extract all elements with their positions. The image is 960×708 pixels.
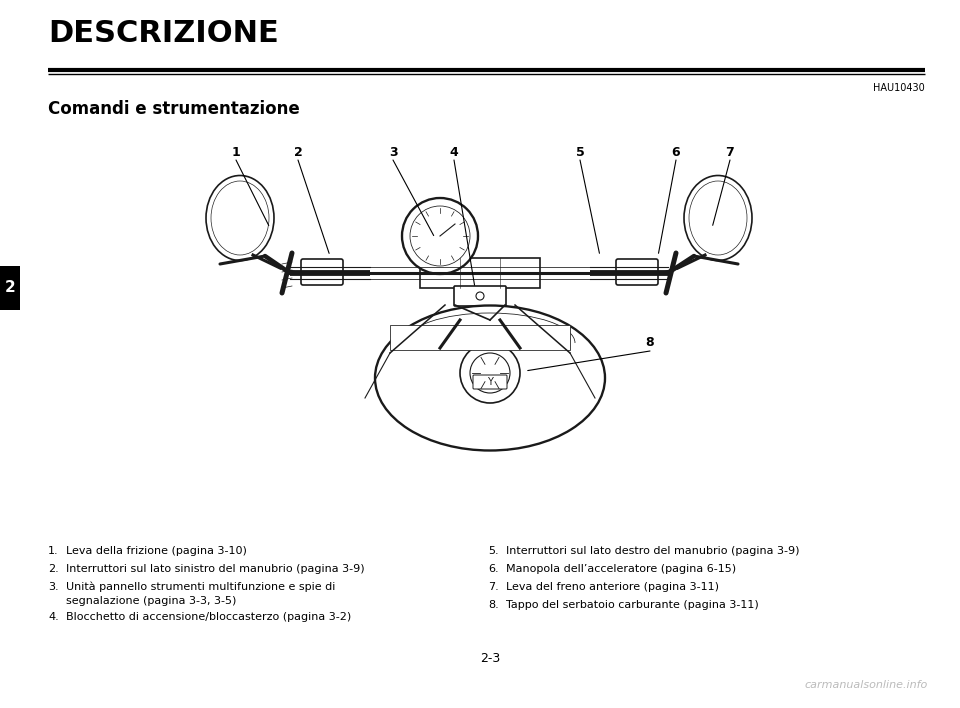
Ellipse shape [206, 176, 274, 261]
Circle shape [410, 206, 470, 266]
Text: 2-3: 2-3 [480, 651, 500, 665]
Text: 1: 1 [231, 146, 240, 159]
Text: Unità pannello strumenti multifunzione e spie di: Unità pannello strumenti multifunzione e… [66, 582, 335, 593]
Text: 7.: 7. [488, 582, 499, 592]
Text: 2.: 2. [48, 564, 59, 574]
Text: DESCRIZIONE: DESCRIZIONE [48, 19, 278, 48]
Circle shape [402, 198, 478, 274]
Text: 8.: 8. [488, 600, 499, 610]
Text: Interruttori sul lato destro del manubrio (pagina 3-9): Interruttori sul lato destro del manubri… [506, 546, 800, 556]
Circle shape [470, 353, 510, 393]
Text: Manopola dell’acceleratore (pagina 6-15): Manopola dell’acceleratore (pagina 6-15) [506, 564, 736, 574]
Circle shape [476, 292, 484, 300]
Text: Y: Y [487, 377, 492, 387]
Text: 1.: 1. [48, 546, 59, 556]
Text: 4: 4 [449, 146, 458, 159]
Text: 7: 7 [726, 146, 734, 159]
Text: Interruttori sul lato sinistro del manubrio (pagina 3-9): Interruttori sul lato sinistro del manub… [66, 564, 365, 574]
FancyBboxPatch shape [420, 258, 540, 288]
Text: 4.: 4. [48, 612, 59, 622]
FancyBboxPatch shape [473, 375, 507, 389]
Ellipse shape [211, 181, 269, 255]
Text: 5: 5 [576, 146, 585, 159]
Text: HAU10430: HAU10430 [874, 83, 925, 93]
Text: 3.: 3. [48, 582, 59, 592]
FancyBboxPatch shape [301, 259, 343, 285]
FancyBboxPatch shape [454, 286, 506, 306]
Text: 3: 3 [389, 146, 397, 159]
Circle shape [460, 343, 520, 403]
Text: 8: 8 [646, 336, 655, 350]
Text: 6: 6 [672, 146, 681, 159]
Text: 2: 2 [294, 146, 302, 159]
Text: 2: 2 [5, 280, 15, 295]
FancyBboxPatch shape [0, 266, 20, 310]
FancyBboxPatch shape [616, 259, 658, 285]
Text: Tappo del serbatoio carburante (pagina 3-11): Tappo del serbatoio carburante (pagina 3… [506, 600, 758, 610]
Ellipse shape [689, 181, 747, 255]
Ellipse shape [375, 305, 605, 450]
Text: Leva del freno anteriore (pagina 3-11): Leva del freno anteriore (pagina 3-11) [506, 582, 719, 592]
Text: Comandi e strumentazione: Comandi e strumentazione [48, 100, 300, 118]
Text: Leva della frizione (pagina 3-10): Leva della frizione (pagina 3-10) [66, 546, 247, 556]
Text: 5.: 5. [488, 546, 498, 556]
Text: carmanualsonline.info: carmanualsonline.info [804, 680, 928, 690]
Ellipse shape [684, 176, 752, 261]
Text: Blocchetto di accensione/bloccasterzo (pagina 3-2): Blocchetto di accensione/bloccasterzo (p… [66, 612, 351, 622]
Text: segnalazione (pagina 3-3, 3-5): segnalazione (pagina 3-3, 3-5) [66, 596, 236, 606]
FancyBboxPatch shape [390, 325, 570, 350]
Text: 6.: 6. [488, 564, 498, 574]
